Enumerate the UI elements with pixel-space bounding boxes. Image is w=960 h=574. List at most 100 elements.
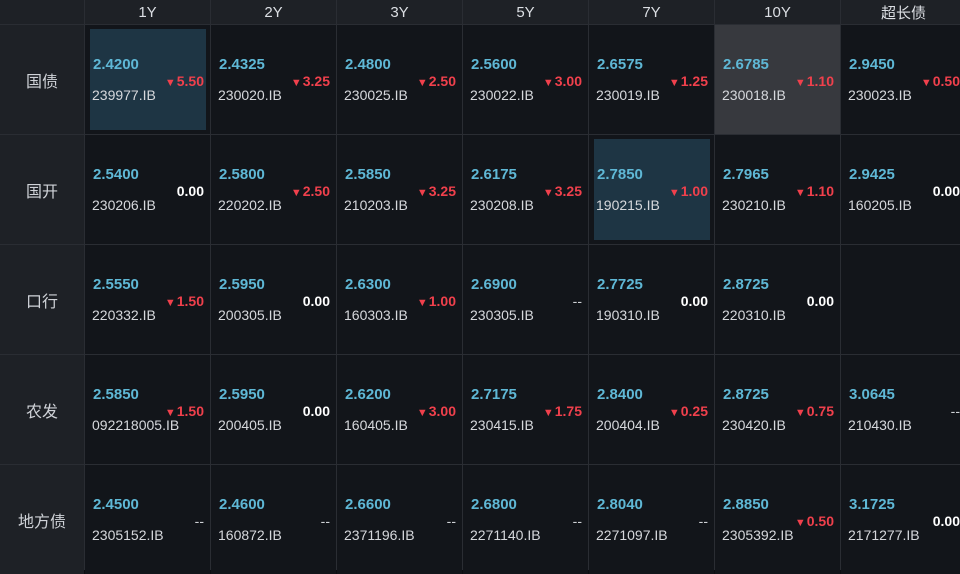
- change-text: --: [950, 403, 960, 419]
- change-value: ▼1.10: [795, 73, 834, 89]
- change-text: 1.75: [554, 403, 582, 419]
- quote-cell[interactable]: 2.9425 160205.IB 0.00: [841, 135, 960, 244]
- change-value: --: [573, 513, 582, 529]
- triangle-down-icon: ▼: [668, 187, 680, 199]
- change-value: ▼1.75: [543, 403, 582, 419]
- change-value: 0.00: [177, 183, 204, 199]
- quote-cell[interactable]: 2.5850 092218005.IB ▼1.50: [85, 355, 210, 464]
- quote-cell[interactable]: 2.4600 160872.IB --: [211, 465, 336, 574]
- yield-value: 2.8850: [723, 496, 769, 513]
- quote-cell[interactable]: 3.0645 210430.IB --: [841, 355, 960, 464]
- yield-value: 2.9425: [849, 166, 895, 183]
- column-header-5Y[interactable]: 5Y: [463, 0, 588, 24]
- quote-cell[interactable]: 2.7175 230415.IB ▼1.75: [463, 355, 588, 464]
- change-value: ▼2.50: [417, 73, 456, 89]
- quote-cell[interactable]: 2.6175 230208.IB ▼3.25: [463, 135, 588, 244]
- change-text: 1.00: [428, 293, 456, 309]
- quote-cell[interactable]: 2.5950 200305.IB 0.00: [211, 245, 336, 354]
- bond-code: 230206.IB: [92, 197, 156, 213]
- triangle-down-icon: ▼: [416, 77, 428, 89]
- change-text: 2.50: [302, 183, 330, 199]
- change-value: ▼3.25: [417, 183, 456, 199]
- quote-cell[interactable]: 2.6300 160303.IB ▼1.00: [337, 245, 462, 354]
- change-text: 0.00: [302, 403, 330, 419]
- bond-code: 2271097.IB: [596, 527, 668, 543]
- change-text: 1.10: [806, 73, 834, 89]
- quote-cell[interactable]: 2.8725 230420.IB ▼0.75: [715, 355, 840, 464]
- quote-cell[interactable]: 2.5400 230206.IB 0.00: [85, 135, 210, 244]
- yield-value: 2.4325: [219, 56, 265, 73]
- quote-cell[interactable]: 2.6900 230305.IB --: [463, 245, 588, 354]
- bond-code: 160405.IB: [344, 417, 408, 433]
- yield-value: 2.9450: [849, 56, 895, 73]
- quote-cell[interactable]: 2.6785 230018.IB ▼1.10: [715, 25, 840, 134]
- quote-cell[interactable]: 2.4200 239977.IB ▼5.50: [85, 25, 210, 134]
- column-header-7Y[interactable]: 7Y: [589, 0, 714, 24]
- quote-cell[interactable]: 2.8040 2271097.IB --: [589, 465, 714, 574]
- change-text: 1.25: [680, 73, 708, 89]
- quote-cell[interactable]: 2.5950 200405.IB 0.00: [211, 355, 336, 464]
- change-value: ▼3.25: [291, 73, 330, 89]
- quote-cell[interactable]: 2.4800 230025.IB ▼2.50: [337, 25, 462, 134]
- row-label[interactable]: 口行: [0, 245, 84, 354]
- quote-cell[interactable]: 2.7965 230210.IB ▼1.10: [715, 135, 840, 244]
- column-header-2Y[interactable]: 2Y: [211, 0, 336, 24]
- triangle-down-icon: ▼: [416, 407, 428, 419]
- quote-cell[interactable]: 2.4500 2305152.IB --: [85, 465, 210, 574]
- change-text: 2.50: [428, 73, 456, 89]
- change-text: 3.00: [428, 403, 456, 419]
- change-text: 0.00: [932, 183, 960, 199]
- quote-cell[interactable]: 2.7725 190310.IB 0.00: [589, 245, 714, 354]
- triangle-down-icon: ▼: [794, 517, 806, 529]
- quote-cell[interactable]: 2.5600 230022.IB ▼3.00: [463, 25, 588, 134]
- change-value: --: [699, 513, 708, 529]
- quote-cell[interactable]: 2.5850 210203.IB ▼3.25: [337, 135, 462, 244]
- bond-code: 092218005.IB: [92, 417, 180, 433]
- quote-cell[interactable]: 3.1725 2171277.IB 0.00: [841, 465, 960, 574]
- column-header-超长债[interactable]: 超长债: [841, 0, 960, 24]
- bond-code: 2371196.IB: [344, 527, 415, 543]
- change-text: --: [572, 513, 582, 529]
- quote-cell[interactable]: [841, 245, 960, 354]
- change-text: 0.75: [806, 403, 834, 419]
- bond-code: 160872.IB: [218, 527, 282, 543]
- quote-cell[interactable]: 2.8400 200404.IB ▼0.25: [589, 355, 714, 464]
- change-value: --: [195, 513, 204, 529]
- column-header-1Y[interactable]: 1Y: [85, 0, 210, 24]
- row-label[interactable]: 国开: [0, 135, 84, 244]
- yield-value: 2.5800: [219, 166, 265, 183]
- quote-cell[interactable]: 2.6575 230019.IB ▼1.25: [589, 25, 714, 134]
- row-label[interactable]: 国债: [0, 25, 84, 134]
- yield-value: 2.5550: [93, 276, 139, 293]
- quote-cell[interactable]: 2.9450 230023.IB ▼0.50: [841, 25, 960, 134]
- quote-cell[interactable]: 2.5800 220202.IB ▼2.50: [211, 135, 336, 244]
- change-value: ▼0.50: [921, 73, 960, 89]
- quote-cell[interactable]: 2.5550 220332.IB ▼1.50: [85, 245, 210, 354]
- quote-cell[interactable]: 2.8725 220310.IB 0.00: [715, 245, 840, 354]
- yield-value: 2.7965: [723, 166, 769, 183]
- quote-cell[interactable]: 2.4325 230020.IB ▼3.25: [211, 25, 336, 134]
- yield-value: 2.4600: [219, 496, 265, 513]
- yield-value: 2.5850: [93, 386, 139, 403]
- bond-code: 230022.IB: [470, 87, 534, 103]
- quote-cell[interactable]: 2.6800 2271140.IB --: [463, 465, 588, 574]
- bond-code: 200405.IB: [218, 417, 282, 433]
- triangle-down-icon: ▼: [542, 187, 554, 199]
- column-header-3Y[interactable]: 3Y: [337, 0, 462, 24]
- quote-cell[interactable]: 2.6600 2371196.IB --: [337, 465, 462, 574]
- column-header-10Y[interactable]: 10Y: [715, 0, 840, 24]
- triangle-down-icon: ▼: [668, 77, 680, 89]
- row-label[interactable]: 地方债: [0, 465, 84, 574]
- quote-cell[interactable]: 2.7850 190215.IB ▼1.00: [589, 135, 714, 244]
- quote-cell[interactable]: 2.6200 160405.IB ▼3.00: [337, 355, 462, 464]
- change-value: ▼0.50: [795, 513, 834, 529]
- triangle-down-icon: ▼: [290, 187, 302, 199]
- row-label[interactable]: 农发: [0, 355, 84, 464]
- bond-code: 190215.IB: [596, 197, 660, 213]
- change-text: --: [320, 513, 330, 529]
- change-text: 3.00: [554, 73, 582, 89]
- yield-value: 2.7725: [597, 276, 643, 293]
- quote-cell[interactable]: 2.8850 2305392.IB ▼0.50: [715, 465, 840, 574]
- bond-code: 239977.IB: [92, 87, 156, 103]
- triangle-down-icon: ▼: [794, 77, 806, 89]
